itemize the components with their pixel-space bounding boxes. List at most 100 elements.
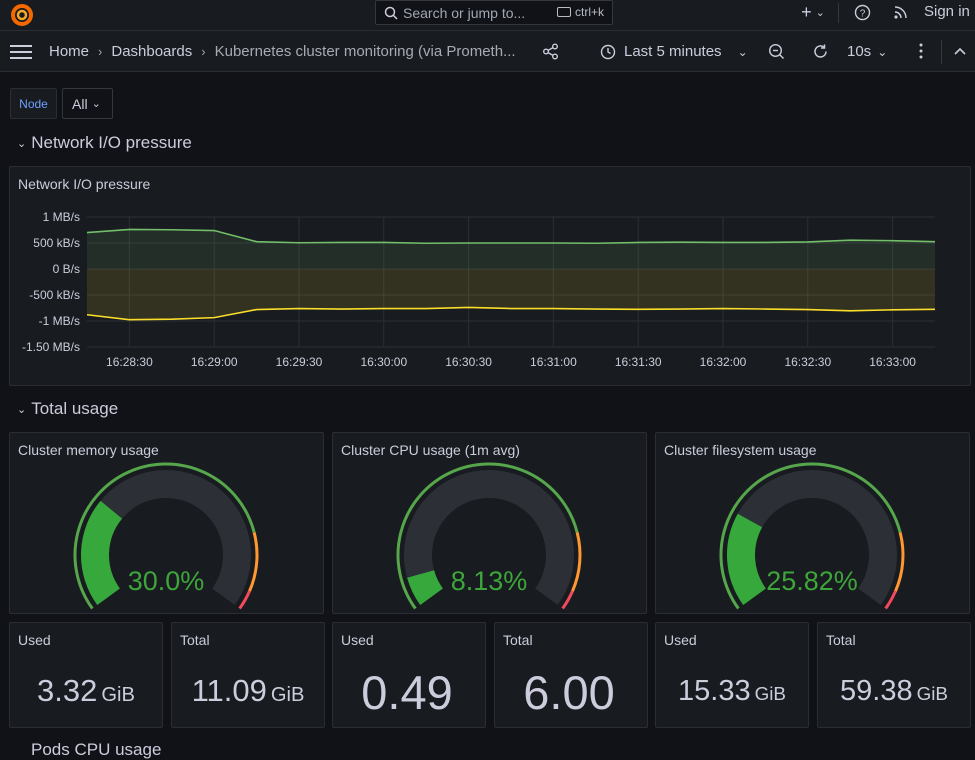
chevron-down-icon: ⌄ — [877, 45, 887, 59]
gauge-value-arc — [95, 510, 111, 597]
row-header-total-usage[interactable]: ⌄ Total usage — [17, 399, 118, 419]
more-options-icon[interactable] — [914, 42, 928, 60]
divider — [838, 3, 839, 23]
y-tick-label: -1.50 MB/s — [22, 340, 80, 354]
x-tick-label: 16:29:00 — [191, 355, 238, 369]
breadcrumb-home[interactable]: Home — [49, 43, 89, 60]
x-tick-label: 16:32:00 — [700, 355, 747, 369]
chevron-up-icon[interactable] — [952, 44, 968, 58]
gauge-value-arc — [421, 574, 432, 597]
x-tick-label: 16:30:30 — [445, 355, 492, 369]
chevron-right-icon: › — [201, 44, 205, 59]
chevron-right-icon: › — [98, 44, 102, 59]
gauge-panel-memory: Cluster memory usage 30.0% — [9, 432, 324, 614]
stat-panel-cpu-used: Used 0.49 — [332, 622, 486, 728]
x-tick-label: 16:32:30 — [784, 355, 831, 369]
stat-value: 0.49 — [333, 665, 485, 720]
stat-panel-cpu-total: Total 6.00 — [494, 622, 648, 728]
row-title: Total usage — [31, 399, 118, 419]
plus-icon: + — [801, 2, 812, 23]
zoom-out-icon[interactable] — [768, 43, 785, 60]
breadcrumb-dashboard-title: Kubernetes cluster monitoring (via Prome… — [215, 43, 516, 60]
row-header-network[interactable]: ⌄ Network I/O pressure — [17, 133, 192, 153]
x-tick-label: 16:31:30 — [615, 355, 662, 369]
panel-title: Used — [664, 632, 697, 648]
gauge-value-text: 8.13% — [451, 566, 528, 596]
time-range-label: Last 5 minutes — [624, 43, 722, 60]
node-variable-select[interactable]: All ⌄ — [62, 88, 113, 119]
stat-unit: GiB — [271, 684, 305, 706]
network-io-chart[interactable]: 1 MB/s 500 kB/s 0 B/s -500 kB/s -1 MB/s -1.50… — [10, 167, 970, 385]
news-feed-icon[interactable] — [893, 4, 909, 20]
panel-title: Used — [18, 632, 51, 648]
stat-unit: GiB — [917, 683, 948, 704]
node-variable-label: Node — [10, 88, 57, 119]
chevron-down-icon: ⌄ — [92, 97, 101, 110]
keyboard-icon — [557, 7, 571, 17]
share-icon[interactable] — [542, 43, 559, 60]
x-tick-label: 16:31:00 — [530, 355, 577, 369]
svg-text:?: ? — [860, 9, 866, 20]
dashboard-nav-bar: Home › Dashboards › Kubernetes cluster m… — [0, 31, 975, 72]
row-title: Network I/O pressure — [31, 133, 192, 153]
search-icon — [384, 6, 398, 20]
new-button[interactable]: + ⌄ — [794, 0, 832, 25]
y-tick-label: 1 MB/s — [43, 210, 80, 224]
stat-number: 3.32 — [37, 673, 97, 708]
stat-number: 6.00 — [523, 666, 614, 719]
time-range-picker[interactable]: Last 5 minutes ⌄ — [600, 43, 748, 60]
x-tick-label: 16:30:00 — [360, 355, 407, 369]
refresh-icon[interactable] — [812, 43, 829, 60]
stat-value: 6.00 — [495, 665, 647, 720]
memory-gauge: 30.0% — [10, 433, 323, 613]
help-icon[interactable]: ? — [854, 4, 871, 21]
refresh-interval-picker[interactable]: 10s ⌄ — [847, 43, 887, 60]
panel-title: Used — [341, 632, 374, 648]
row-header-pods-cpu[interactable]: Pods CPU usage — [31, 740, 161, 760]
chevron-down-icon: ⌄ — [816, 6, 825, 19]
shortcut-label: ctrl+k — [575, 5, 604, 19]
stat-unit: GiB — [755, 683, 786, 704]
gauge-value-text: 25.82% — [766, 566, 858, 596]
sign-in-link[interactable]: Sign in — [924, 3, 970, 20]
menu-icon[interactable] — [10, 44, 32, 60]
x-tick-label: 16:33:00 — [869, 355, 916, 369]
chevron-down-icon: ⌄ — [738, 45, 748, 59]
gauge-panel-cpu: Cluster CPU usage (1m avg) 8.13% — [332, 432, 647, 614]
stat-unit: GiB — [101, 684, 135, 706]
breadcrumb-dashboards[interactable]: Dashboards — [111, 43, 192, 60]
y-tick-label: -500 kB/s — [29, 288, 80, 302]
gauge-value-arc — [741, 521, 755, 597]
filesystem-gauge: 25.82% — [656, 433, 969, 613]
panel-title: Total — [826, 632, 856, 648]
stat-number: 59.38 — [840, 675, 913, 707]
node-variable-value: All — [72, 96, 88, 112]
x-tick-label: 16:28:30 — [106, 355, 153, 369]
stat-number: 0.49 — [361, 666, 452, 719]
stat-number: 11.09 — [192, 673, 267, 708]
y-tick-label: 0 B/s — [53, 262, 80, 276]
y-tick-label: -1 MB/s — [39, 314, 80, 328]
top-bar: Search or jump to... ctrl+k + ⌄ ? Sign i… — [0, 0, 975, 31]
chevron-down-icon: ⌄ — [17, 137, 26, 150]
gauge-value-text: 30.0% — [128, 566, 205, 596]
search-bar[interactable]: Search or jump to... ctrl+k — [375, 0, 613, 25]
breadcrumb: Home › Dashboards › Kubernetes cluster m… — [49, 43, 516, 60]
clock-icon — [600, 44, 616, 60]
panel-title: Total — [503, 632, 533, 648]
divider — [941, 40, 942, 64]
chevron-down-icon: ⌄ — [17, 403, 26, 416]
keyboard-shortcut: ctrl+k — [557, 5, 604, 19]
grafana-logo-icon[interactable] — [9, 2, 35, 28]
stat-number: 15.33 — [678, 675, 751, 707]
y-tick-label: 500 kB/s — [33, 236, 80, 250]
gauge-panel-filesystem: Cluster filesystem usage 25.82% — [655, 432, 970, 614]
x-tick-label: 16:29:30 — [276, 355, 323, 369]
